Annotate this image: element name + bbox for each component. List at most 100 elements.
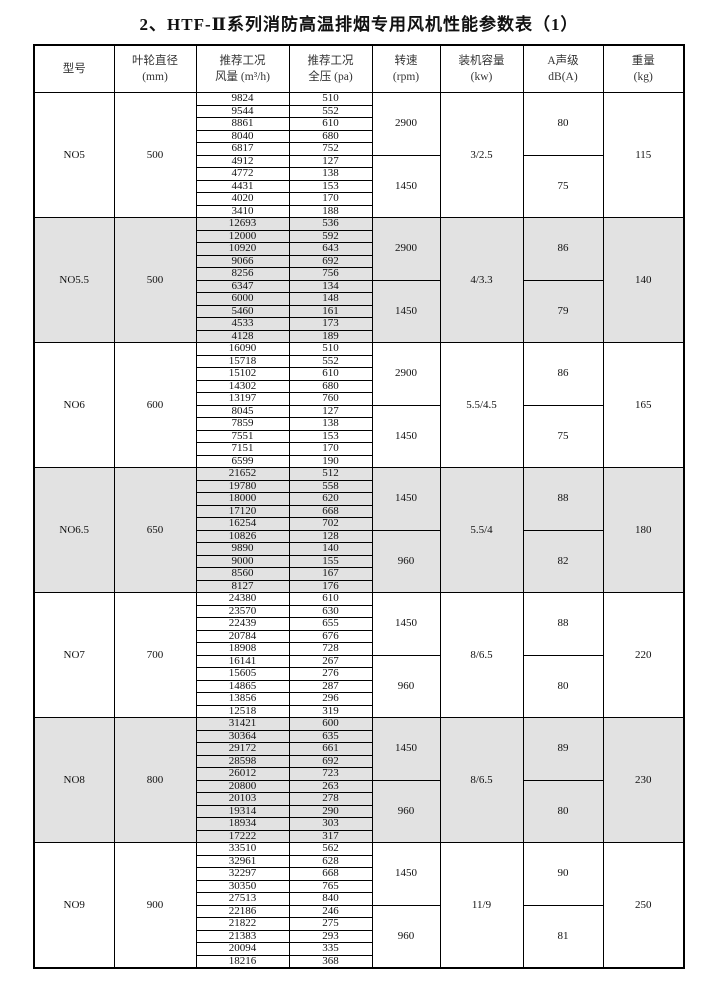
pressure-cell: 296 xyxy=(288,692,373,706)
pressure-cell: 692 xyxy=(288,254,373,268)
speed-cell: 960 xyxy=(371,654,441,718)
speed-cell: 1450 xyxy=(371,467,441,531)
pressure-cell: 189 xyxy=(288,329,373,343)
header-text: (kw) xyxy=(470,71,493,83)
flow-cell: 8045 xyxy=(195,404,290,418)
flow-cell: 16141 xyxy=(195,654,290,668)
pressure-cell: 138 xyxy=(288,417,373,431)
speed-cell: 960 xyxy=(371,779,441,843)
model-cell: NO8 xyxy=(33,717,115,843)
pressure-cell: 692 xyxy=(288,754,373,768)
speed-cell: 1450 xyxy=(371,154,441,218)
speed-cell: 1450 xyxy=(371,404,441,468)
flow-cell: 8861 xyxy=(195,117,290,131)
data-row: NO9 900 33510 562 1450 11/9 90 250 xyxy=(33,842,685,969)
noise-cell: 81 xyxy=(522,904,604,969)
data-row: 26012 723 xyxy=(34,767,684,781)
flow-cell: 8127 xyxy=(195,579,290,593)
data-row: NO5.5 500 12693 536 2900 4/3.3 86 140 xyxy=(33,217,685,343)
flow-cell: 22186 xyxy=(195,904,290,918)
page-title: 2、HTF-Ⅱ系列消防高温排烟专用风机性能参数表（1） xyxy=(139,15,579,34)
diameter-cell: 500 xyxy=(113,92,197,218)
pressure-cell: 668 xyxy=(288,867,373,881)
weight-cell: 140 xyxy=(602,217,685,343)
pressure-cell: 128 xyxy=(288,529,373,543)
flow-cell: 30364 xyxy=(195,729,290,743)
flow-cell: 20094 xyxy=(195,942,290,956)
data-row: 30350 765 xyxy=(34,879,684,893)
flow-cell: 3410 xyxy=(195,204,290,218)
flow-cell: 26012 xyxy=(195,767,290,781)
flow-cell: 5460 xyxy=(195,304,290,318)
noise-cell: 88 xyxy=(522,467,604,531)
pressure-cell: 246 xyxy=(288,904,373,918)
noise-cell: 75 xyxy=(522,154,604,218)
flow-cell: 14865 xyxy=(195,679,290,693)
flow-cell: 4772 xyxy=(195,167,290,181)
diameter-cell: 650 xyxy=(113,467,197,593)
header-cell: 装机容量 (kw) xyxy=(439,44,524,93)
pressure-cell: 620 xyxy=(288,492,373,506)
noise-cell: 90 xyxy=(522,842,604,906)
speed-cell: 2900 xyxy=(371,92,441,156)
flow-cell: 6817 xyxy=(195,142,290,156)
data-row: NO6 600 16090 510 2900 5.5/4.5 86 165 xyxy=(33,342,685,468)
header-cell: A声级 dB(A) xyxy=(522,44,604,93)
diameter-cell: 700 xyxy=(113,592,197,718)
speed-cell: 1450 xyxy=(371,592,441,656)
header-text: 转速 xyxy=(394,55,418,67)
diameter-cell: 900 xyxy=(113,842,197,969)
flow-cell: 19314 xyxy=(195,804,290,818)
pressure-cell: 655 xyxy=(288,617,373,631)
pressure-cell: 668 xyxy=(288,504,373,518)
flow-cell: 16090 xyxy=(195,342,290,356)
header-cell: 推荐工况 风量 (m³/h) xyxy=(195,44,290,93)
pressure-cell: 161 xyxy=(288,304,373,318)
pressure-cell: 278 xyxy=(288,792,373,806)
pressure-cell: 170 xyxy=(288,192,373,206)
data-row: 22439 655 xyxy=(34,617,684,631)
weight-cell: 230 xyxy=(602,717,685,843)
flow-cell: 12518 xyxy=(195,704,290,718)
pressure-cell: 510 xyxy=(288,92,373,106)
flow-cell: 22439 xyxy=(195,617,290,631)
model-cell: NO7 xyxy=(33,592,115,718)
flow-cell: 30350 xyxy=(195,879,290,893)
flow-cell: 16254 xyxy=(195,517,290,531)
model-cell: NO6.5 xyxy=(33,467,115,593)
noise-cell: 88 xyxy=(522,592,604,656)
header-text: 装机容量 xyxy=(458,55,505,67)
data-row: 20103 278 xyxy=(34,792,684,806)
noise-cell: 86 xyxy=(522,342,604,406)
pressure-cell: 752 xyxy=(288,142,373,156)
data-row: 9544 552 xyxy=(34,104,684,118)
weight-cell: 220 xyxy=(602,592,685,718)
pressure-cell: 263 xyxy=(288,779,373,793)
weight-cell: 115 xyxy=(602,92,685,218)
pressure-cell: 335 xyxy=(288,942,373,956)
pressure-cell: 153 xyxy=(288,179,373,193)
data-row: 4533 173 xyxy=(34,317,684,331)
flow-cell: 20800 xyxy=(195,779,290,793)
noise-cell: 89 xyxy=(522,717,604,781)
flow-cell: 21383 xyxy=(195,929,290,943)
flow-cell: 12000 xyxy=(195,229,290,243)
data-row: 10826 128 960 82 xyxy=(34,529,684,593)
header-text: 叶轮直径 xyxy=(132,55,178,67)
pressure-cell: 552 xyxy=(288,104,373,118)
noise-cell: 80 xyxy=(522,92,604,156)
flow-cell: 8040 xyxy=(195,129,290,143)
pressure-cell: 558 xyxy=(288,479,373,493)
data-row: 12518 319 xyxy=(34,704,684,718)
pressure-cell: 840 xyxy=(288,892,373,906)
pressure-cell: 293 xyxy=(288,929,373,943)
pressure-cell: 170 xyxy=(288,442,373,456)
flow-cell: 28598 xyxy=(195,754,290,768)
flow-cell: 21652 xyxy=(195,467,290,481)
pressure-cell: 610 xyxy=(288,592,373,606)
pressure-cell: 643 xyxy=(288,242,373,256)
data-row: 8560 167 xyxy=(34,567,684,581)
flow-cell: 20784 xyxy=(195,629,290,643)
noise-cell: 80 xyxy=(522,654,604,718)
pressure-cell: 176 xyxy=(288,579,373,593)
